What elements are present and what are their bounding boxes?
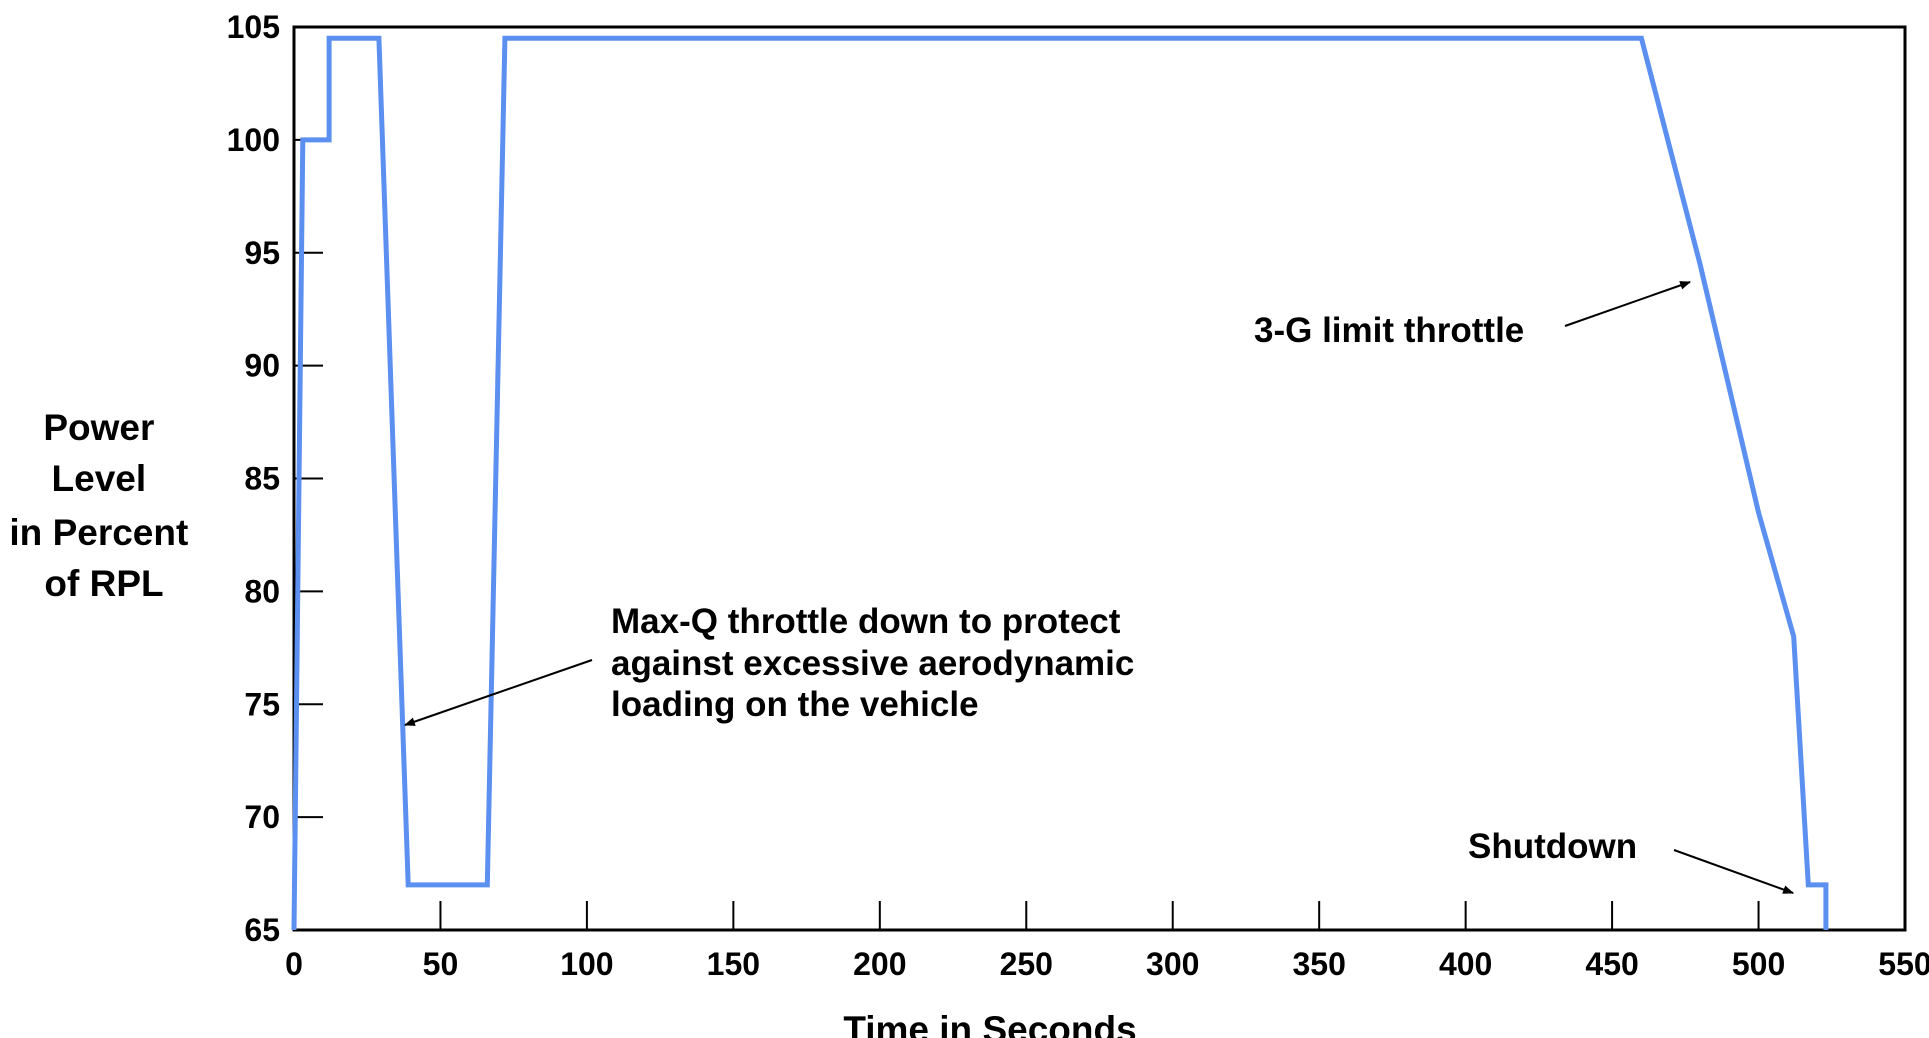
x-axis-tick-labels: 0 50 100 150 200 250 300 350 400 450 500 550	[285, 946, 1929, 982]
annotation-max-q-line-1: Max-Q throttle down to protect	[611, 602, 1121, 641]
annotation-max-q-line-3: loading on the vehicle	[611, 685, 979, 724]
x-tick-label-450: 450	[1585, 946, 1638, 982]
y-tick-label-105: 105	[227, 9, 280, 45]
power-level-line	[291, 35, 1829, 931]
y-tick-label-70: 70	[244, 799, 280, 835]
x-tick-label-300: 300	[1146, 946, 1199, 982]
y-tick-label-100: 100	[227, 122, 280, 158]
annotation-max-q: Max-Q throttle down to protect against e…	[611, 602, 1144, 724]
annotation-max-q-arrow	[403, 659, 593, 726]
x-tick-label-50: 50	[423, 946, 459, 982]
y-tick-label-75: 75	[244, 686, 280, 722]
y-tick-label-80: 80	[244, 573, 280, 609]
annotation-shutdown: Shutdown	[1468, 827, 1637, 866]
y-axis-label-line-2: Level	[52, 458, 147, 499]
y-axis-label-line-4: of RPL	[44, 563, 163, 604]
y-axis-label-line-3: in Percent	[9, 512, 188, 553]
y-axis-tick-labels: 65 70 75 80 85 90 95 100 105	[227, 9, 280, 948]
y-tick-label-85: 85	[244, 461, 280, 497]
x-tick-label-350: 350	[1292, 946, 1345, 982]
annotation-shutdown-arrow	[1673, 849, 1795, 894]
x-tick-label-100: 100	[560, 946, 613, 982]
y-axis-label: Power Level in Percent of RPL	[9, 407, 198, 604]
x-tick-label-400: 400	[1439, 946, 1492, 982]
annotation-max-q-line-2: against excessive aerodynamic	[611, 644, 1134, 683]
x-tick-label-0: 0	[285, 946, 303, 982]
y-axis-label-line-1: Power	[43, 407, 154, 448]
annotation-3g-limit-arrow	[1564, 281, 1692, 327]
x-tick-label-550: 550	[1878, 946, 1929, 982]
x-tick-label-150: 150	[707, 946, 760, 982]
x-tick-label-500: 500	[1732, 946, 1785, 982]
x-axis-ticks	[293, 901, 1906, 930]
x-tick-label-200: 200	[853, 946, 906, 982]
x-axis-label: Time in Seconds	[843, 1009, 1136, 1038]
y-tick-label-90: 90	[244, 348, 280, 384]
annotation-3g-limit: 3-G limit throttle	[1254, 311, 1524, 350]
y-tick-label-95: 95	[244, 235, 280, 271]
y-tick-label-65: 65	[244, 912, 280, 948]
x-tick-label-250: 250	[1000, 946, 1053, 982]
plot-area-frame	[292, 25, 1907, 932]
y-axis-ticks	[294, 26, 323, 931]
